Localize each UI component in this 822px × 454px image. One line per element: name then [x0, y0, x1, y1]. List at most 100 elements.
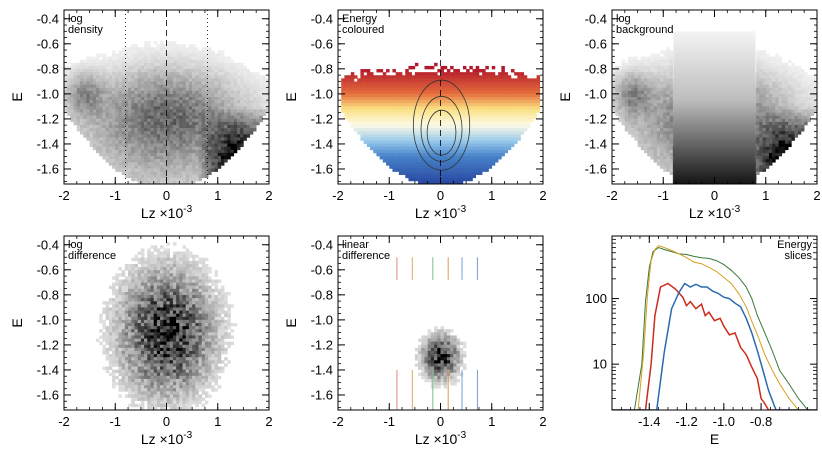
heatmap-cell	[437, 180, 441, 184]
heatmap-cell	[379, 109, 384, 113]
heatmap-cell	[115, 93, 119, 98]
heatmap-cell	[105, 90, 110, 95]
heatmap-cell	[92, 100, 97, 104]
heatmap-cell	[520, 131, 525, 135]
heatmap-cell	[631, 103, 635, 107]
heatmap-cell	[640, 118, 645, 123]
heatmap-cell	[523, 81, 528, 85]
heatmap-cell	[618, 72, 622, 76]
heatmap-cell	[350, 93, 355, 98]
heatmap-cell	[663, 162, 667, 166]
heatmap-cell	[243, 72, 247, 76]
heatmap-cell	[156, 171, 161, 175]
heatmap-cell	[240, 124, 244, 129]
heatmap-cell	[434, 156, 438, 160]
heatmap-cell	[172, 112, 177, 116]
heatmap-cell	[402, 90, 406, 95]
heatmap-cell	[204, 109, 209, 113]
heatmap-cell	[494, 103, 499, 107]
heatmap-cell	[510, 112, 515, 116]
heatmap-cell	[150, 171, 154, 175]
heatmap-cell	[124, 165, 129, 169]
heatmap-cell	[491, 112, 496, 116]
heatmap-cell	[491, 103, 496, 107]
heatmap-cell	[144, 100, 148, 104]
heatmap-cell	[450, 112, 454, 116]
heatmap-cell	[533, 81, 537, 85]
heatmap-cell	[526, 106, 531, 110]
heatmap-cell	[459, 159, 464, 163]
heatmap-cell	[124, 93, 129, 98]
heatmap-cell	[144, 162, 148, 166]
heatmap-cell	[669, 131, 674, 135]
heatmap-cell	[482, 78, 486, 82]
heatmap-cell	[347, 87, 352, 92]
heatmap-cell	[640, 62, 645, 67]
heatmap-cell	[169, 177, 174, 182]
heatmap-cell	[99, 121, 103, 126]
heatmap-cell	[182, 106, 187, 110]
heatmap-cell	[434, 124, 438, 129]
heatmap-cell	[354, 124, 358, 129]
heatmap-cell	[650, 152, 654, 157]
heatmap-cell	[112, 165, 116, 169]
heatmap-cell	[650, 75, 654, 79]
heatmap-cell	[386, 159, 390, 163]
heatmap-cell	[663, 149, 667, 154]
heatmap-cell	[456, 97, 461, 101]
heatmap-cell	[357, 115, 361, 120]
heatmap-cell	[160, 156, 164, 160]
heatmap-cell	[204, 128, 209, 132]
heatmap-cell	[89, 97, 94, 101]
heatmap-cell	[430, 72, 435, 76]
heatmap-cell	[134, 59, 138, 64]
heatmap-cell	[402, 121, 406, 126]
heatmap-cell	[102, 118, 106, 123]
heatmap-cell	[179, 44, 183, 48]
heatmap-cell	[156, 59, 161, 64]
heatmap-cell	[163, 59, 167, 64]
heatmap-cell	[240, 81, 244, 85]
heatmap-cell	[398, 168, 403, 172]
heatmap-cell	[140, 78, 145, 82]
heatmap-cell	[491, 84, 496, 88]
heatmap-cell	[402, 143, 406, 148]
heatmap-cell	[166, 140, 170, 144]
heatmap-cell	[631, 90, 635, 95]
heatmap-cell	[208, 152, 212, 157]
heatmap-cell	[185, 90, 190, 95]
heatmap-cell	[140, 90, 145, 95]
heatmap-cell	[491, 93, 496, 98]
heatmap-cell	[118, 69, 122, 73]
heatmap-cell	[647, 134, 651, 138]
heatmap-cell	[450, 180, 454, 184]
heatmap-cell	[389, 97, 393, 101]
heatmap-cell	[208, 47, 212, 51]
heatmap-cell	[102, 106, 106, 110]
heatmap-cell	[363, 106, 368, 110]
heatmap-cell	[176, 180, 180, 184]
heatmap-cell	[430, 168, 435, 172]
heatmap-cell	[482, 168, 486, 172]
heatmap-cell	[360, 112, 364, 116]
heatmap-cell	[73, 72, 78, 76]
y-tick-label: -1.2	[311, 111, 333, 126]
heatmap-cell	[131, 143, 135, 148]
heatmap-cell	[121, 109, 126, 113]
heatmap-cell	[475, 162, 480, 166]
heatmap-cell	[220, 131, 225, 135]
heatmap-cell	[246, 112, 251, 116]
heatmap-cell	[398, 140, 403, 144]
heatmap-cell	[169, 128, 174, 132]
heatmap-cell	[656, 72, 661, 76]
heatmap-cell	[482, 90, 486, 95]
heatmap-cell	[115, 118, 119, 123]
heatmap-cell	[156, 47, 161, 51]
heatmap-cell	[160, 115, 164, 120]
heatmap-cell	[469, 146, 473, 151]
heatmap-cell	[647, 115, 651, 120]
heatmap-cell	[456, 112, 461, 116]
heatmap-cell	[398, 78, 403, 82]
heatmap-cell	[446, 149, 451, 154]
heatmap-cell	[204, 50, 209, 54]
